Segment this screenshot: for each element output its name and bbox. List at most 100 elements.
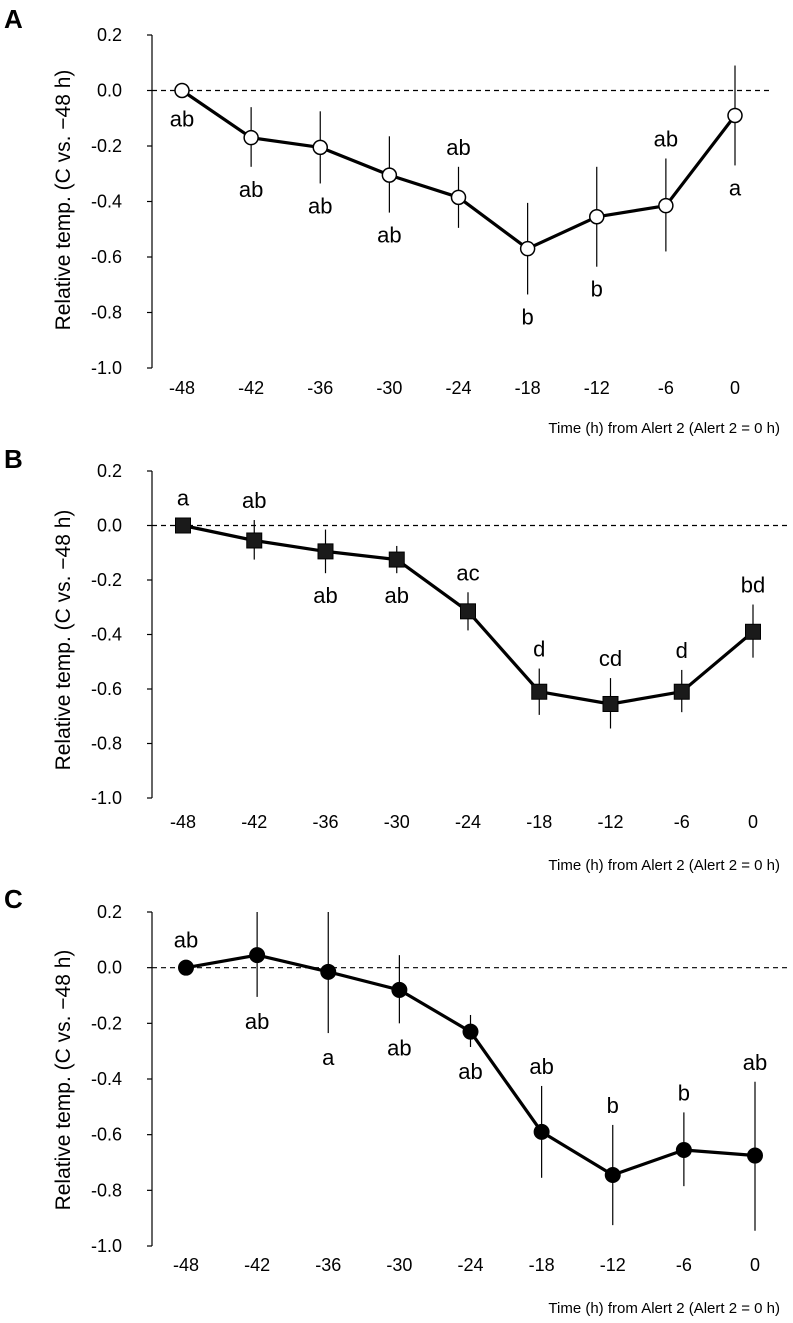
data-point-marker: [727, 107, 743, 124]
x-tick-label: -48: [169, 378, 195, 398]
x-tick-label: -36: [307, 378, 333, 398]
data-point-marker: [178, 959, 194, 976]
y-tick-label: 0.0: [97, 516, 122, 536]
panel-a-letter: A: [4, 4, 23, 34]
significance-letter: ab: [529, 1054, 553, 1079]
significance-letter: b: [678, 1080, 690, 1105]
y-tick-label: -1.0: [91, 788, 122, 808]
data-point-marker: [658, 197, 674, 214]
y-tick-label: -0.6: [91, 1125, 122, 1145]
data-point-marker: [602, 695, 619, 712]
y-axis-title: Relative temp. (C vs. −48 h): [52, 510, 75, 771]
significance-letter: b: [522, 304, 534, 329]
x-tick-label: -12: [597, 812, 623, 832]
data-point-marker: [246, 532, 263, 549]
significance-letter: ab: [387, 1035, 411, 1060]
data-point-marker: [531, 683, 548, 700]
y-tick-label: -0.4: [91, 192, 122, 212]
significance-letter: a: [729, 175, 742, 200]
x-axis-title: Time (h) from Alert 2 (Alert 2 = 0 h): [548, 1300, 780, 1317]
significance-letter: ab: [654, 126, 678, 151]
significance-letter: b: [607, 1093, 619, 1118]
data-point-marker: [460, 603, 476, 620]
x-tick-label: -48: [173, 1255, 199, 1275]
x-axis-title: Time (h) from Alert 2 (Alert 2 = 0 h): [548, 857, 780, 874]
y-tick-label: 0.0: [97, 81, 122, 101]
significance-letter: d: [676, 638, 688, 663]
x-tick-label: 0: [730, 378, 740, 398]
chart-panel-b: B 0.2 0.0 -0.2 -0.4 -0.6 -0.8 -1.0 -48 -42 -36 -30 -…: [4, 444, 788, 874]
significance-letter: a: [177, 486, 190, 511]
data-point-marker: [317, 543, 334, 560]
x-tick-label: -30: [384, 812, 410, 832]
y-tick-label: -1.0: [91, 1236, 122, 1256]
x-tick-label: -42: [238, 378, 264, 398]
y-tick-label: -0.2: [91, 1013, 122, 1033]
x-tick-label: -36: [312, 812, 338, 832]
significance-letter: ab: [385, 583, 409, 608]
y-tick-label: 0.2: [97, 461, 122, 481]
y-tick-label: -1.0: [91, 358, 122, 378]
x-tick-label: -36: [315, 1255, 341, 1275]
x-axis-title: Time (h) from Alert 2 (Alert 2 = 0 h): [548, 420, 780, 437]
chart-panel-a: A 0.2 0.0 -0.2 -0.4 -0.6 -0.8 -1.0 -48 -42 -36 -30 -…: [4, 4, 780, 437]
significance-letter: a: [322, 1045, 335, 1070]
significance-letter: bd: [741, 573, 765, 598]
significance-letter: ab: [743, 1050, 767, 1075]
data-point-marker: [249, 947, 266, 964]
significance-letter: ab: [245, 1009, 269, 1034]
significance-letter: ab: [308, 193, 332, 218]
panel-c-letter: C: [4, 884, 23, 914]
x-tick-label: 0: [748, 812, 758, 832]
x-tick-label: -6: [658, 378, 674, 398]
significance-letter: ab: [377, 223, 401, 248]
significance-letter: cd: [599, 646, 622, 671]
data-point-marker: [391, 981, 408, 998]
y-tick-label: -0.8: [91, 734, 122, 754]
x-tick-label: -24: [455, 812, 481, 832]
data-point-marker: [312, 139, 328, 156]
x-tick-label: -42: [244, 1255, 270, 1275]
x-tick-label: -42: [241, 812, 267, 832]
x-tick-label: -12: [584, 378, 610, 398]
x-tick-label: -18: [529, 1255, 555, 1275]
significance-letter: ab: [242, 488, 266, 513]
y-tick-label: 0.2: [97, 25, 122, 45]
significance-letter: ab: [239, 177, 263, 202]
x-tick-label: 0: [750, 1255, 760, 1275]
data-point-marker: [381, 167, 398, 183]
data-point-marker: [604, 1167, 621, 1184]
y-tick-label: 0.0: [97, 958, 122, 978]
data-point-marker: [675, 1141, 692, 1158]
y-tick-label: -0.4: [91, 625, 122, 645]
chart-panel-c: C 0.2 0.0 -0.2 -0.4 -0.6 -0.8 -1.0 -48 -42 -36 -30 -…: [4, 884, 788, 1317]
data-point-marker: [462, 1023, 479, 1040]
significance-letter: ab: [170, 107, 194, 132]
x-tick-label: -6: [674, 812, 690, 832]
significance-letter: ab: [458, 1059, 482, 1084]
data-point-marker: [533, 1123, 550, 1140]
y-tick-label: -0.6: [91, 679, 122, 699]
x-tick-label: -6: [676, 1255, 692, 1275]
y-tick-label: -0.8: [91, 303, 122, 323]
data-point-marker: [747, 1147, 763, 1164]
x-tick-label: -48: [170, 812, 196, 832]
x-tick-label: -24: [445, 378, 471, 398]
data-point-marker: [673, 683, 690, 700]
data-point-marker: [589, 209, 605, 225]
x-tick-label: -18: [526, 812, 552, 832]
y-tick-label: -0.6: [91, 247, 122, 267]
data-point-marker: [243, 129, 259, 146]
x-tick-label: -30: [386, 1255, 412, 1275]
y-axis-title: Relative temp. (C vs. −48 h): [52, 950, 75, 1211]
data-point-marker: [174, 82, 190, 99]
y-tick-label: 0.2: [97, 902, 122, 922]
significance-letter: d: [533, 637, 545, 662]
x-tick-label: -12: [600, 1255, 626, 1275]
x-tick-label: -30: [376, 378, 402, 398]
data-point-marker: [450, 189, 467, 206]
significance-letter: ab: [313, 583, 337, 608]
significance-letter: ab: [174, 928, 198, 953]
significance-letter: ac: [456, 560, 479, 585]
